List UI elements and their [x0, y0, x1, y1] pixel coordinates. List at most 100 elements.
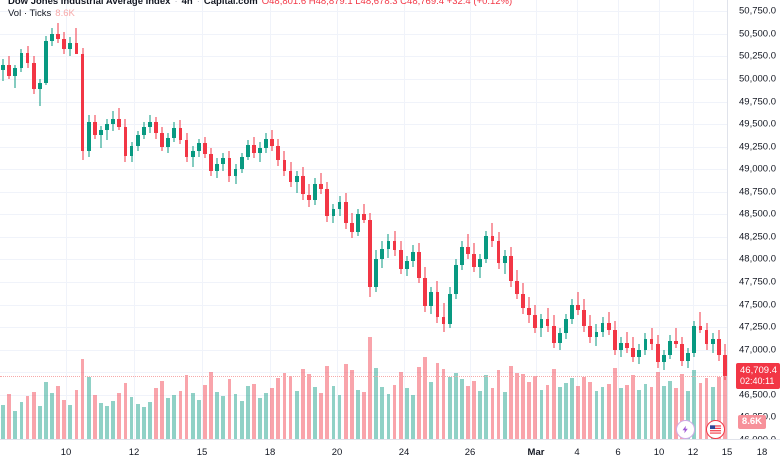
candle-body — [31, 62, 36, 89]
candle-body — [521, 293, 525, 309]
candlestick — [264, 0, 268, 440]
grid-line — [0, 101, 728, 103]
candle-body — [245, 144, 250, 157]
candlestick — [588, 0, 593, 440]
volume-bar — [160, 380, 164, 440]
candle-body — [141, 126, 146, 135]
candle-body — [594, 331, 599, 338]
plot-area[interactable] — [0, 0, 728, 441]
candlestick — [258, 0, 262, 440]
candlestick — [600, 0, 605, 440]
volume-bar — [398, 371, 403, 440]
candle-wick — [699, 311, 701, 334]
candlestick — [459, 0, 464, 440]
candle-body — [582, 310, 587, 327]
candlestick — [190, 0, 195, 440]
candle-wick — [14, 65, 16, 88]
time-tick-label: 18 — [756, 447, 768, 458]
candle-body — [368, 219, 372, 287]
candle-body — [307, 194, 311, 200]
volume-bar — [288, 376, 293, 440]
candlestick — [570, 0, 574, 440]
candlestick — [576, 0, 580, 440]
volume-bar — [43, 381, 48, 440]
volume-bar — [527, 381, 532, 440]
volume-bar — [105, 406, 109, 440]
volume-bar — [154, 388, 158, 440]
volume-bar — [31, 391, 36, 440]
candle-body — [209, 153, 213, 172]
candlestick — [637, 0, 642, 440]
price-scale[interactable]: 50,750.0 50,500.0 50,250.0 50,000.0 49,750.0… — [727, 0, 780, 446]
candlestick — [606, 0, 611, 440]
candlestick — [147, 0, 152, 440]
candle-body — [674, 340, 678, 345]
candle-body — [588, 326, 593, 338]
candle-body — [502, 255, 507, 264]
volume-bar — [307, 373, 311, 440]
current-price-line — [0, 375, 728, 377]
candlestick — [331, 0, 336, 440]
time-tick-label: 15 — [721, 447, 733, 458]
candlestick — [355, 0, 360, 440]
time-scale[interactable]: 10 12 15 18 20 24 26 Mar 4 6 10 12 15 18 — [0, 439, 780, 470]
candle-body — [1, 65, 5, 70]
candlestick — [294, 0, 299, 440]
candlestick — [43, 0, 48, 440]
lightning-bolt-icon[interactable] — [676, 420, 695, 439]
volume-bar — [380, 387, 385, 440]
candlestick — [349, 0, 354, 440]
volume-bar — [588, 381, 593, 440]
candle-body — [698, 326, 703, 330]
candlestick — [594, 0, 599, 440]
candle-body — [56, 33, 60, 40]
candlestick — [166, 0, 171, 440]
candle-body — [655, 344, 660, 363]
volume-bar — [490, 388, 495, 440]
current-price-tag[interactable]: 46,709.4 02:40:11 — [736, 362, 780, 389]
grid-line-vertical — [659, 0, 660, 440]
volume-bar — [710, 387, 715, 440]
volume-bar — [313, 387, 317, 440]
candlestick — [643, 0, 648, 440]
candlestick — [154, 0, 158, 440]
candle-body — [160, 133, 164, 147]
time-tick-label: 6 — [615, 447, 621, 458]
volume-bar — [282, 372, 287, 440]
volume-bar — [294, 390, 299, 440]
volume-bar — [123, 382, 128, 440]
us-flag-icon[interactable] — [706, 420, 725, 439]
volume-bar — [92, 395, 97, 440]
volume-bar — [631, 374, 636, 440]
volume-bar — [643, 383, 648, 440]
candle-body — [147, 122, 152, 127]
candle-wick — [577, 291, 579, 316]
candlestick — [502, 0, 507, 440]
volume-bar — [435, 362, 440, 440]
candlestick — [160, 0, 164, 440]
time-tick-label: Mar — [527, 447, 545, 458]
volume-bar — [190, 392, 195, 440]
candle-body — [178, 127, 183, 141]
volume-bar — [698, 382, 703, 440]
grid-line — [0, 11, 728, 13]
candlestick — [496, 0, 501, 440]
candle-body — [435, 291, 440, 318]
candle-wick — [363, 203, 365, 224]
volume-bar — [374, 368, 379, 440]
candlestick — [392, 0, 397, 440]
candlestick — [704, 0, 709, 440]
candle-body — [19, 52, 24, 69]
volume-bar — [166, 398, 171, 440]
volume-value-tag[interactable]: 8.6K — [737, 415, 766, 429]
volume-bar — [270, 388, 275, 440]
candle-body — [288, 171, 293, 182]
candle-body — [453, 264, 458, 294]
candlestick — [307, 0, 311, 440]
volume-bar — [349, 370, 354, 440]
grid-line-vertical — [536, 0, 537, 440]
candlestick — [545, 0, 550, 440]
candle-wick — [467, 234, 469, 260]
volume-bar — [264, 392, 268, 440]
